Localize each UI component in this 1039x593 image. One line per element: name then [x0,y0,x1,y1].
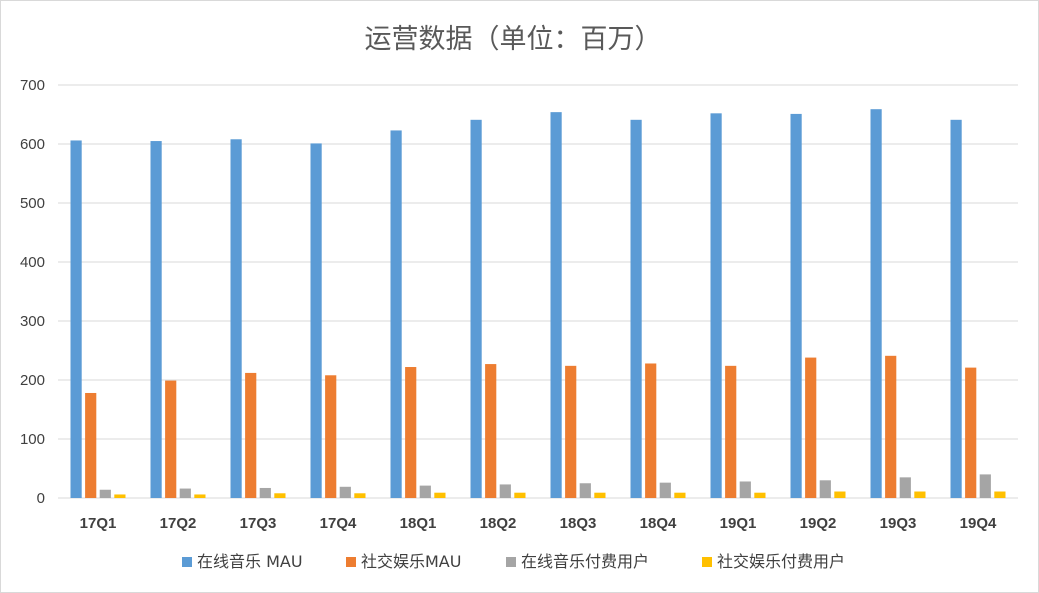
bar-17Q1-series-3 [99,489,111,498]
x-category-label: 18Q3 [560,515,597,532]
bar-19Q4-series-1 [950,119,962,498]
x-category-label: 19Q2 [800,515,837,532]
y-tick-label: 0 [37,490,45,507]
bar-18Q4-series-4 [674,492,686,498]
x-category-label: 19Q3 [880,515,917,532]
bar-19Q4-series-3 [979,474,991,498]
bar-19Q3-series-4 [914,491,926,498]
bar-18Q1-series-1 [390,130,402,498]
bar-19Q1-series-1 [710,113,722,498]
bar-17Q1-series-4 [114,494,126,498]
bar-19Q2-series-1 [790,113,802,498]
legend: 在线音乐 MAU 社交娱乐MAU 在线音乐付费用户 社交娱乐付费用户 [182,552,845,571]
bar-19Q1-series-4 [754,492,766,498]
bar-18Q1-series-3 [419,485,431,498]
legend-label: 在线音乐付费用户 [521,552,649,571]
bar-19Q3-series-3 [899,477,911,498]
bar-18Q2-series-2 [485,364,497,498]
bar-17Q3-series-1 [230,139,242,498]
bar-17Q3-series-2 [245,372,257,498]
bar-17Q4-series-3 [339,486,351,498]
bar-18Q2-series-1 [470,119,482,498]
x-category-label: 19Q4 [960,515,997,532]
x-category-label: 17Q2 [160,515,197,532]
bar-18Q3-series-1 [550,112,562,498]
bar-17Q1-series-1 [70,140,82,498]
bar-17Q3-series-4 [274,493,286,498]
bar-17Q2-series-1 [150,141,162,499]
bar-17Q3-series-3 [259,487,271,498]
chart-title: 运营数据（单位：百万） [365,24,662,55]
x-category-label: 17Q4 [320,515,357,532]
bar-18Q2-series-3 [499,484,511,498]
bar-17Q4-series-2 [325,375,337,498]
bar-19Q3-series-2 [885,355,897,498]
x-category-label: 18Q1 [400,515,437,532]
y-axis-ticks: 0 100 200 300 400 500 600 700 [20,77,45,507]
bar-17Q1-series-2 [85,392,97,498]
bar-17Q4-series-1 [310,143,322,498]
bar-18Q1-series-2 [405,367,417,498]
x-category-label: 18Q4 [640,515,677,532]
bar-17Q4-series-4 [354,493,366,498]
legend-label: 社交娱乐MAU [361,552,461,571]
bar-19Q4-series-4 [994,491,1006,498]
x-category-label: 17Q3 [240,515,277,532]
x-category-label: 17Q1 [80,515,117,532]
bar-17Q2-series-2 [165,380,177,498]
bar-19Q2-series-2 [805,357,817,498]
bar-19Q3-series-1 [870,109,882,498]
bar-19Q1-series-3 [739,481,751,498]
gridlines [58,84,1018,499]
bar-18Q4-series-3 [659,482,671,498]
y-tick-label: 700 [20,77,45,94]
bar-18Q3-series-2 [565,365,577,498]
y-tick-label: 400 [20,254,45,271]
y-tick-label: 600 [20,136,45,153]
bar-18Q3-series-3 [579,483,591,498]
y-tick-label: 200 [20,372,45,389]
x-axis-categories: 17Q1 17Q2 17Q3 17Q4 18Q1 18Q2 18Q3 18Q4 19Q1 19Q2… [80,515,997,532]
y-tick-label: 500 [20,195,45,212]
legend-swatch [346,557,356,567]
bar-17Q2-series-3 [179,488,191,498]
bar-19Q4-series-2 [965,367,977,498]
bar-17Q2-series-4 [194,494,206,498]
bar-18Q4-series-1 [630,119,642,498]
x-category-label: 19Q1 [720,515,757,532]
bar-18Q4-series-2 [645,363,657,498]
legend-swatch [506,557,516,567]
legend-label: 在线音乐 MAU [197,552,303,571]
legend-swatch [182,557,192,567]
y-tick-label: 100 [20,431,45,448]
y-tick-label: 300 [20,313,45,330]
bar-19Q1-series-2 [725,365,737,498]
legend-swatch [702,557,712,567]
bar-18Q3-series-4 [594,492,606,498]
legend-label: 社交娱乐付费用户 [717,552,845,571]
bar-18Q2-series-4 [514,492,526,498]
bar-19Q2-series-4 [834,491,846,498]
bar-18Q1-series-4 [434,492,446,498]
x-category-label: 18Q2 [480,515,517,532]
bars [70,109,1006,499]
bar-19Q2-series-3 [819,480,831,498]
